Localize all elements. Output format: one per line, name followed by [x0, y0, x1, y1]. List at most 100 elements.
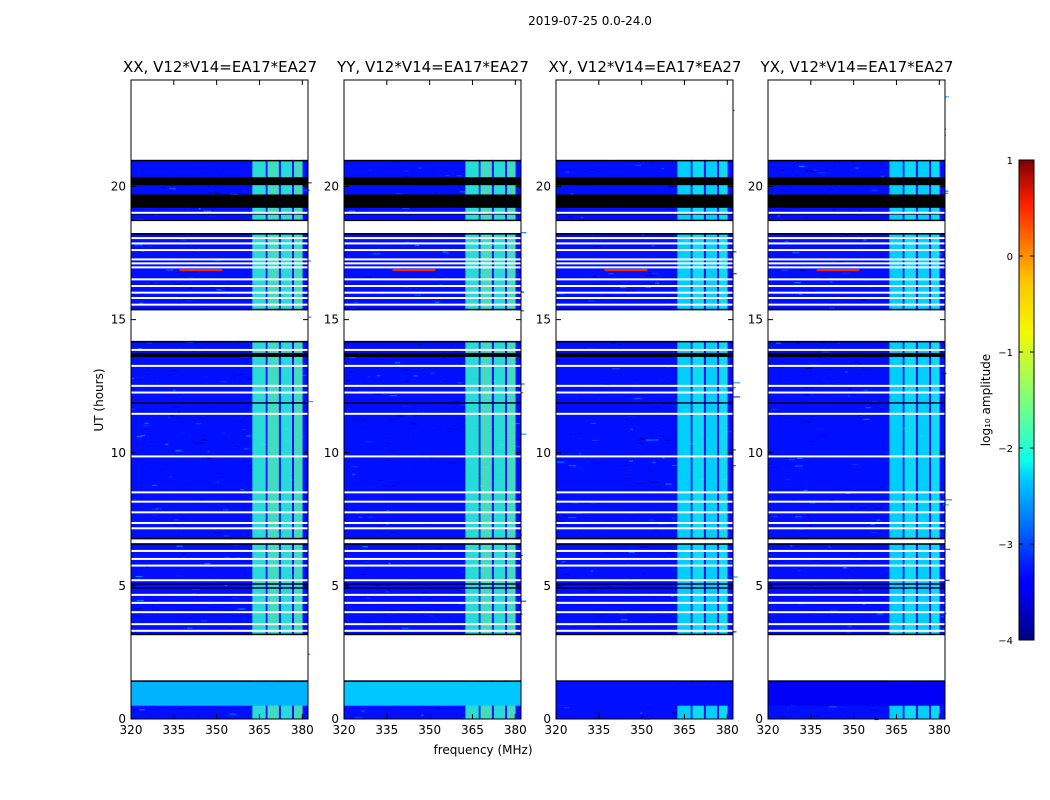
flag-edge [768, 233, 945, 235]
y-tick-label: 20 [111, 180, 126, 194]
heatmap-panel-3: 320 335 350 365 380 0 5 10 15 20 [536, 79, 741, 737]
flag-line [768, 258, 945, 261]
flag-line [556, 262, 733, 265]
y-tick-label: 0 [755, 712, 763, 726]
black-band [344, 177, 521, 186]
flag-edge [344, 543, 521, 545]
flag-edge [131, 233, 308, 235]
x-tick-label: 335 [162, 723, 185, 737]
x-tick-label: 380 [716, 723, 739, 737]
flag-line [768, 549, 945, 552]
flag-line [344, 611, 521, 614]
dark-line [131, 587, 308, 589]
panel-title-xx: XX, V12*V14=EA17*EA27 [122, 58, 317, 76]
flag-line [556, 242, 733, 245]
panel-frame [555, 79, 734, 720]
flag-line [131, 549, 308, 552]
dark-line [556, 587, 733, 589]
black-band [556, 177, 733, 186]
flagged-band [556, 221, 733, 234]
flag-line [768, 303, 945, 306]
flag-edge [344, 340, 521, 343]
flag-line [131, 412, 308, 415]
flag-line [131, 258, 308, 261]
flag-edge [768, 537, 945, 540]
y-tick-label: 0 [331, 712, 339, 726]
flag-line [344, 629, 521, 632]
x-tick-label: 320 [545, 723, 568, 737]
flag-line [556, 291, 733, 294]
y-tick-label: 15 [536, 313, 551, 327]
x-axis-label: frequency (MHz) [433, 743, 533, 757]
flag-line [344, 262, 521, 265]
flag-line [768, 564, 945, 567]
y-tick-label: 20 [324, 180, 339, 194]
x-tick-label: 365 [248, 723, 271, 737]
bright-channel-2 [904, 80, 916, 719]
x-tick-label: 335 [799, 723, 822, 737]
y-tick-label: 20 [536, 180, 551, 194]
colorbar-tick-label: −2 [998, 444, 1013, 455]
flag-line [556, 564, 733, 567]
flag-line [556, 629, 733, 632]
flagged-band [556, 539, 733, 544]
panel-frame [343, 79, 522, 720]
flag-edge [131, 537, 308, 540]
flag-line [768, 629, 945, 632]
flag-line [556, 579, 733, 582]
flag-edge [344, 308, 521, 311]
flag-line [768, 611, 945, 614]
x-tick-label: 350 [418, 723, 441, 737]
flag-line [556, 249, 733, 252]
flag-line [768, 593, 945, 596]
flag-line [344, 237, 521, 240]
x-tick-label: 380 [504, 723, 527, 737]
bright-channel-4 [931, 80, 940, 719]
flag-line [344, 364, 521, 367]
flag-line [556, 211, 733, 214]
flag-line [131, 348, 308, 351]
flag-line [344, 391, 521, 394]
flag-line [768, 455, 945, 458]
flag-line [131, 249, 308, 252]
flag-edge [556, 633, 733, 636]
flagged-band [344, 539, 521, 544]
flag-line [344, 601, 521, 604]
flag-line [768, 285, 945, 288]
bright-channel-4 [294, 80, 303, 719]
dark-line [131, 583, 308, 585]
flag-line [556, 527, 733, 530]
flagged-band [344, 310, 521, 341]
flag-line [344, 593, 521, 596]
x-tick-label: 350 [205, 723, 228, 737]
flag-line [768, 500, 945, 503]
bright-channel-3 [280, 80, 293, 719]
y-tick-label: 5 [755, 579, 763, 593]
flag-line [131, 511, 308, 514]
y-tick-label: 5 [543, 579, 551, 593]
flag-edge [556, 543, 733, 545]
flag-line [344, 412, 521, 415]
colorbar-tick-label: 1 [1007, 156, 1013, 167]
colorbar-gradient [1018, 159, 1035, 641]
y-tick-label: 20 [748, 180, 763, 194]
flag-line [344, 455, 521, 458]
flag-edge [768, 680, 945, 682]
flag-line [131, 500, 308, 503]
black-band [131, 352, 308, 357]
black-band [344, 352, 521, 357]
flag-line [768, 384, 945, 387]
flag-edge [768, 219, 945, 222]
black-band [768, 352, 945, 357]
dark-line [768, 587, 945, 589]
flag-line [768, 412, 945, 415]
x-tick-label: 335 [587, 723, 610, 737]
flag-line [556, 623, 733, 626]
colorbar-tick-label: −1 [998, 348, 1013, 359]
flag-line [768, 266, 945, 269]
flag-line [768, 391, 945, 394]
flag-line [768, 249, 945, 252]
heatmap-panel-1: 320 335 350 365 380 0 5 10 15 20 [111, 79, 314, 737]
flag-line [131, 364, 308, 367]
